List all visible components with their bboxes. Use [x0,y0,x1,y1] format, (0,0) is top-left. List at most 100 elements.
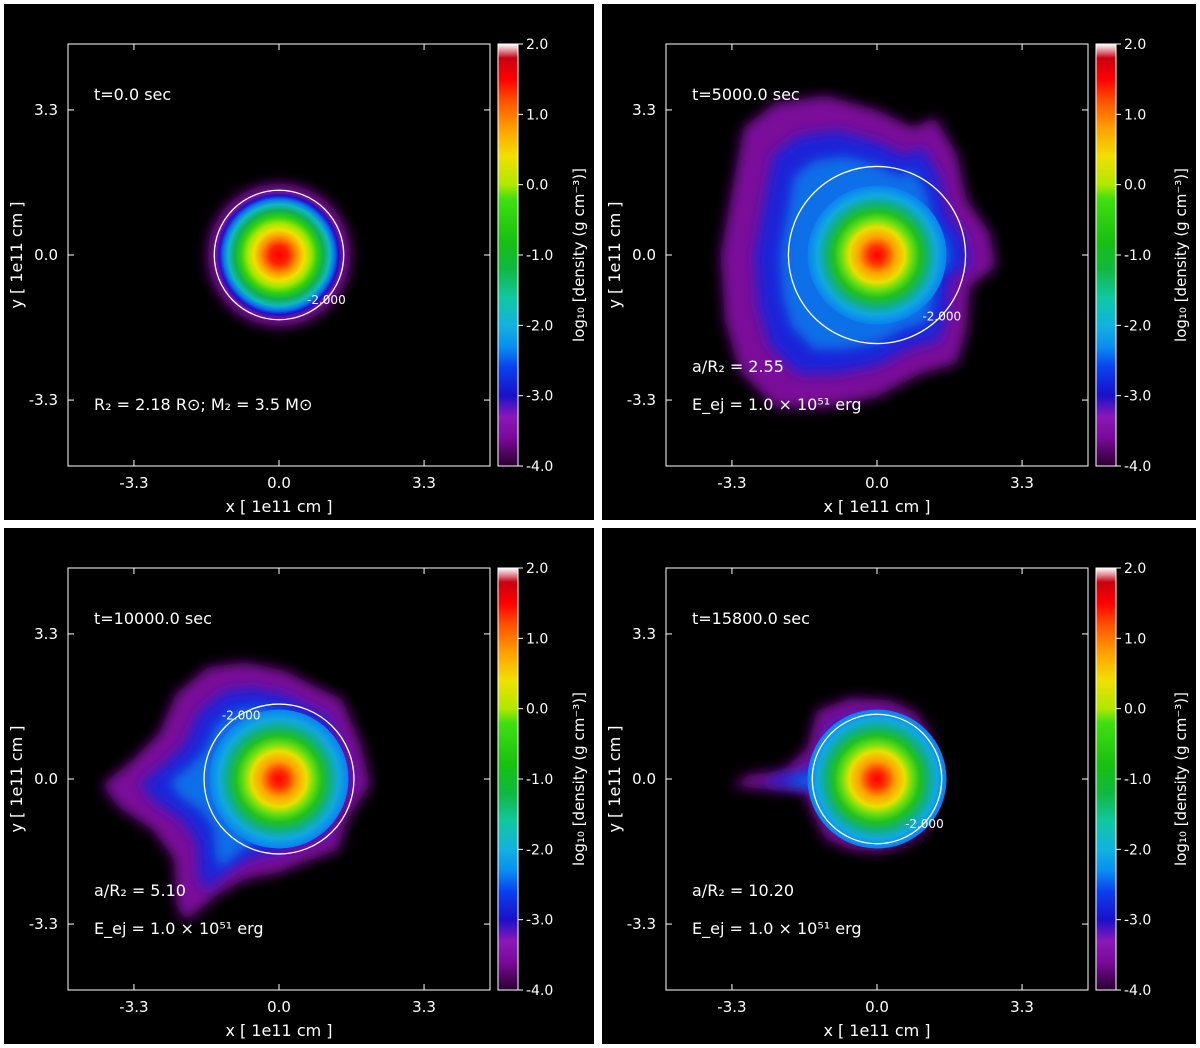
x-axis-label: x [ 1e11 cm ] [225,1021,332,1040]
y-tick-label: -3.3 [627,915,656,933]
density-figure-svg: -2.000 -3.3 0.0 3.3 3.3 0.0 -3.3 x [ 1e11 cm ] y… [605,561,1190,1040]
x-tick-label: 3.3 [412,998,436,1016]
y-axis-label: y [ 1e11 cm ] [7,725,26,832]
colorbar-tick-label: 2.0 [1124,561,1146,577]
colorbar-tick-label: -3.0 [1124,389,1151,405]
colorbar-tick-label: -4.0 [1124,459,1151,475]
contour-line [203,703,355,855]
density-field: -2.000 [731,697,947,852]
parameter-annotation: R₂ = 2.18 R⊙; M₂ = 3.5 M⊙ [94,395,312,414]
x-tick-label: 0.0 [267,998,291,1016]
contour-line [213,189,345,321]
stellar-core [807,709,947,849]
density-panel-1: -2.000 -3.3 0.0 3.3 3.3 0.0 -3.3 x [ 1e11 cm ] y… [4,4,594,520]
y-axis-label: y [ 1e11 cm ] [7,201,26,308]
x-tick-label: -3.3 [717,998,746,1016]
stellar-core [215,191,343,319]
contour-label: -2.000 [307,293,346,307]
density-figure-svg: -2.000 -3.3 0.0 3.3 3.3 0.0 -3.3 x [ 1e11 cm ] y… [7,37,588,516]
colorbar-tick-label: -4.0 [526,459,553,475]
x-tick-label: 0.0 [865,474,889,492]
stellar-core [209,709,349,849]
density-field: -2.000 [720,95,996,408]
y-axis-label: y [ 1e11 cm ] [605,201,624,308]
colorbar-tick-label: 2.0 [526,37,548,53]
colorbar-tick-label: 2.0 [1124,37,1146,53]
density-figure-svg: -2.000 -3.3 0.0 3.3 3.3 0.0 -3.3 x [ 1e11 cm ] y… [7,561,588,1040]
density-panel-2: -2.000 -3.3 0.0 3.3 3.3 0.0 -3.3 x [ 1e11 cm ] y… [602,4,1196,520]
stellar-core [807,185,947,325]
colorbar-tick-label: -4.0 [1124,983,1151,999]
parameter-annotation: a/R₂ = 5.10 [94,881,186,900]
density-panel-4: -2.000 -3.3 0.0 3.3 3.3 0.0 -3.3 x [ 1e11 cm ] y… [602,528,1196,1044]
y-tick-label: -3.3 [627,391,656,409]
colorbar-tick-label: -3.0 [526,913,553,929]
y-tick-label: 0.0 [34,770,58,788]
colorbar [1095,567,1117,991]
colorbar-label: log₁₀ [density (g cm⁻³)] [570,692,588,866]
x-tick-label: -3.3 [119,474,148,492]
y-tick-label: 0.0 [632,770,656,788]
x-tick-label: 3.3 [412,474,436,492]
density-panel-3: -2.000 -3.3 0.0 3.3 3.3 0.0 -3.3 x [ 1e11 cm ] y… [4,528,594,1044]
y-tick-label: 3.3 [34,101,58,119]
parameter-annotation: a/R₂ = 10.20 [692,881,794,900]
x-tick-label: 0.0 [267,474,291,492]
colorbar-tick-label: 1.0 [526,107,548,123]
parameter-annotation: E_ej = 1.0 × 10⁵¹ erg [94,919,264,939]
colorbar-tick-label: -4.0 [526,983,553,999]
colorbar-tick-label: 0.0 [526,178,548,194]
time-label: t=15800.0 sec [692,609,810,628]
colorbar-tick-label: 1.0 [526,631,548,647]
colorbar-label: log₁₀ [density (g cm⁻³)] [570,168,588,342]
parameter-annotation: E_ej = 1.0 × 10⁵¹ erg [692,919,862,939]
parameter-annotation: a/R₂ = 2.55 [692,357,784,376]
contour-line [811,713,943,845]
density-field: -2.000 [207,183,351,327]
colorbar-tick-label: -3.0 [526,389,553,405]
y-tick-label: -3.3 [29,915,58,933]
colorbar [497,43,519,467]
y-tick-label: 3.3 [34,625,58,643]
parameter-annotation: E_ej = 1.0 × 10⁵¹ erg [692,395,862,415]
y-tick-label: -3.3 [29,391,58,409]
colorbar-tick-label: -1.0 [1124,248,1151,264]
colorbar-tick-label: -1.0 [526,772,553,788]
colorbar-tick-label: 0.0 [526,702,548,718]
colorbar-label: log₁₀ [density (g cm⁻³)] [1172,692,1190,866]
density-field: -2.000 [101,662,371,922]
x-tick-label: -3.3 [717,474,746,492]
y-tick-label: 0.0 [632,246,656,264]
y-tick-label: 0.0 [34,246,58,264]
colorbar-tick-label: -3.0 [1124,913,1151,929]
x-axis-label: x [ 1e11 cm ] [823,1021,930,1040]
y-tick-label: 3.3 [632,625,656,643]
x-tick-label: 0.0 [865,998,889,1016]
colorbar-tick-label: -2.0 [1124,318,1151,334]
colorbar-tick-label: 0.0 [1124,178,1146,194]
colorbar-tick-label: 1.0 [1124,631,1146,647]
colorbar-tick-label: 1.0 [1124,107,1146,123]
colorbar-tick-label: -2.0 [1124,842,1151,858]
contour-line [787,165,967,345]
colorbar [497,567,519,991]
colorbar-label: log₁₀ [density (g cm⁻³)] [1172,168,1190,342]
x-tick-label: -3.3 [119,998,148,1016]
colorbar-tick-label: -2.0 [526,842,553,858]
colorbar-tick-label: -2.0 [526,318,553,334]
colorbar-tick-label: 0.0 [1124,702,1146,718]
x-axis-label: x [ 1e11 cm ] [225,497,332,516]
contour-label: -2.000 [922,309,961,323]
density-figure-svg: -2.000 -3.3 0.0 3.3 3.3 0.0 -3.3 x [ 1e11 cm ] y… [605,37,1190,516]
contour-label: -2.000 [905,817,944,831]
x-tick-label: 3.3 [1010,474,1034,492]
x-axis-label: x [ 1e11 cm ] [823,497,930,516]
y-tick-label: 3.3 [632,101,656,119]
time-label: t=0.0 sec [94,85,171,104]
colorbar-tick-label: -1.0 [1124,772,1151,788]
time-label: t=10000.0 sec [94,609,212,628]
x-tick-label: 3.3 [1010,998,1034,1016]
colorbar-tick-label: -1.0 [526,248,553,264]
contour-label: -2.000 [222,708,261,722]
colorbar [1095,43,1117,467]
